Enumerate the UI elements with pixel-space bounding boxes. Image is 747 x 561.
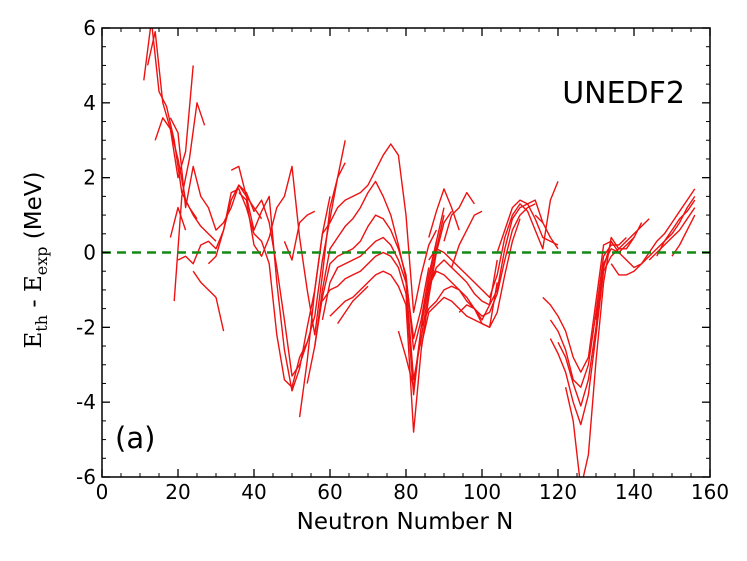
y-tick-label: -4 — [76, 390, 96, 414]
series-line-17 — [321, 207, 445, 396]
y-tick-label: -6 — [76, 465, 96, 489]
series-line-40 — [671, 214, 696, 257]
series-line-39 — [656, 199, 696, 257]
y-tick-label: -2 — [76, 315, 96, 339]
series-line-37 — [610, 196, 696, 276]
series-line-30 — [534, 214, 559, 250]
series-line-4 — [173, 102, 206, 302]
series-line-29 — [496, 199, 559, 253]
series-line-20 — [397, 259, 498, 388]
plot-frame — [101, 27, 711, 478]
series-line-36 — [595, 188, 696, 321]
series-line-26 — [443, 191, 475, 242]
y-label-sub-exp: exp — [32, 246, 51, 276]
model-label: UNEDF2 — [562, 76, 685, 111]
y-label-e1: E — [21, 331, 47, 349]
y-tick-label: 4 — [83, 91, 96, 115]
y-tick-label: 2 — [83, 166, 96, 190]
series-line-25 — [428, 188, 460, 238]
series-line-28 — [458, 282, 498, 328]
y-label-minus: - — [21, 292, 47, 315]
series-line-35 — [564, 236, 635, 477]
x-tick-label: 20 — [165, 480, 190, 504]
series-line-23 — [428, 199, 544, 306]
series-line-15 — [314, 214, 438, 351]
series-line-33 — [557, 222, 643, 407]
series-line-8 — [192, 270, 225, 332]
series-line-34 — [549, 218, 650, 426]
y-label-sub-th: th — [32, 314, 51, 332]
series-line-11 — [238, 162, 346, 336]
x-tick-label: 140 — [615, 480, 653, 504]
series-line-24 — [428, 181, 559, 299]
y-axis-label: Eth - Eexp (MeV) — [6, 60, 66, 460]
x-axis-label: Neutron Number N — [297, 509, 514, 535]
series-line-3 — [154, 65, 194, 179]
series-line-31 — [542, 240, 612, 373]
series-line-6 — [177, 188, 308, 388]
series-line-7 — [169, 206, 187, 238]
y-tick-label: 0 — [83, 241, 96, 265]
y-tick-label: 6 — [83, 16, 96, 40]
series-line-27 — [450, 210, 483, 268]
panel-label: (a) — [115, 421, 155, 455]
y-label-e2: E — [21, 275, 47, 293]
x-tick-label: 40 — [241, 480, 266, 504]
series-line-32 — [549, 237, 627, 388]
series-line-21 — [420, 218, 521, 347]
series-line-19 — [337, 285, 369, 324]
series-line-2 — [143, 28, 198, 220]
series-line-38 — [648, 207, 696, 261]
y-label-units: (MeV) — [21, 171, 47, 247]
x-tick-label: 120 — [539, 480, 577, 504]
series-line-9 — [207, 140, 346, 377]
x-tick-label: 80 — [393, 480, 418, 504]
series-line-13 — [298, 143, 438, 418]
x-tick-label: 60 — [317, 480, 342, 504]
series-line-1 — [146, 31, 217, 242]
series-line-22 — [420, 203, 536, 321]
x-tick-label: 100 — [463, 480, 501, 504]
x-tick-label: 0 — [96, 480, 109, 504]
x-tick-label: 160 — [691, 480, 729, 504]
